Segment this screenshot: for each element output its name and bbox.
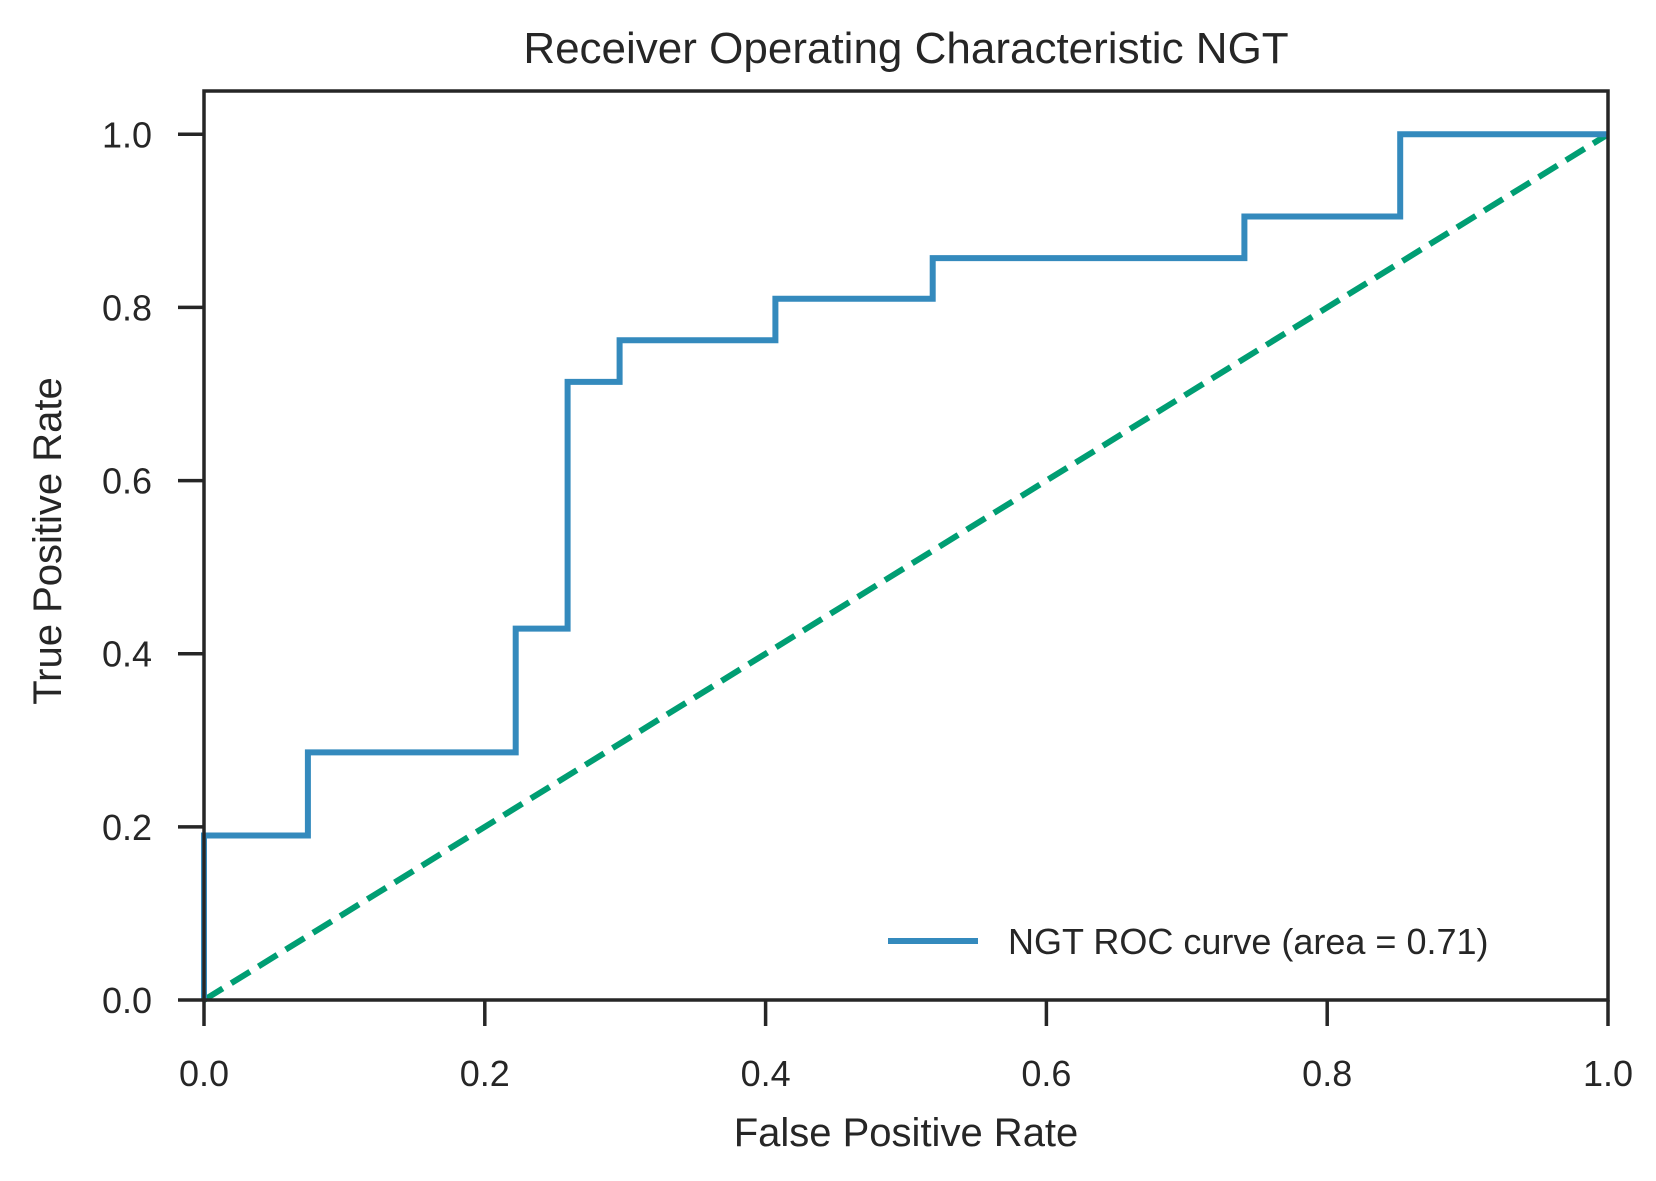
chance-diagonal-line [202, 131, 1610, 1003]
y-tick-label: 0.2 [102, 807, 152, 848]
x-axis-label: False Positive Rate [734, 1111, 1079, 1155]
y-tick-label: 0.0 [102, 980, 152, 1021]
x-tick-label: 0.6 [1021, 1053, 1071, 1094]
x-tick-label: 0.2 [460, 1053, 510, 1094]
y-axis-label: True Positive Rate [26, 377, 70, 705]
y-axis-ticks: 0.0 0.2 0.4 0.6 0.8 1.0 [102, 114, 204, 1021]
x-tick-label: 0.0 [179, 1053, 229, 1094]
x-tick-label: 0.4 [741, 1053, 791, 1094]
plot-frame [202, 89, 1610, 1002]
x-axis-ticks: 0.0 0.2 0.4 0.6 0.8 1.0 [179, 1000, 1633, 1094]
legend: NGT ROC curve (area = 0.71) [888, 921, 1489, 962]
y-tick-label: 0.8 [102, 287, 152, 328]
y-tick-label: 0.6 [102, 461, 152, 502]
y-tick-label: 0.4 [102, 634, 152, 675]
plot-area [201, 131, 1610, 1003]
x-tick-label: 0.8 [1302, 1053, 1352, 1094]
roc-curve-line [201, 131, 1608, 1000]
y-tick-label: 1.0 [102, 114, 152, 155]
x-tick-label: 1.0 [1583, 1053, 1633, 1094]
chart-title: Receiver Operating Characteristic NGT [523, 24, 1288, 73]
legend-label: NGT ROC curve (area = 0.71) [1008, 921, 1489, 962]
